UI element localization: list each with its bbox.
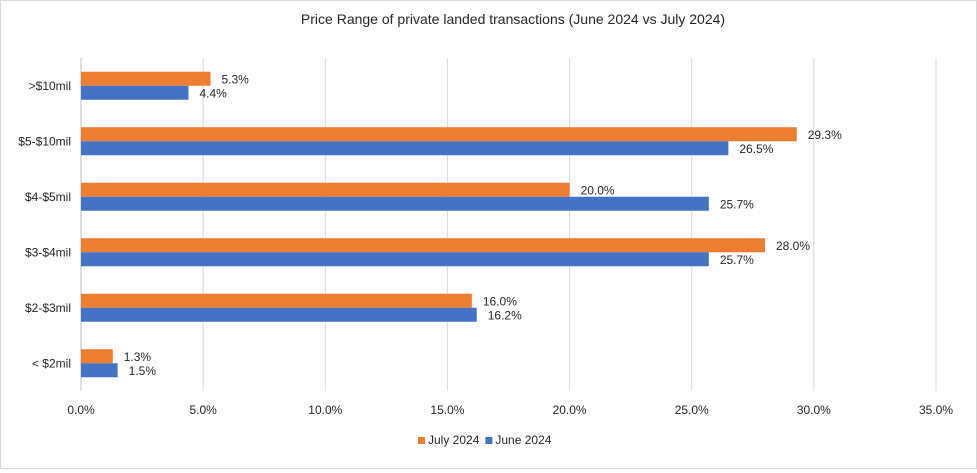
bar-july-2024: [81, 349, 113, 364]
data-label: 26.5%: [739, 142, 773, 156]
category-label: < $2mil: [32, 356, 71, 370]
axis: 0.0% 5.0% 10.0% 15.0% 20.0% 25.0% 30.0% 35.0% >$…: [18, 58, 953, 417]
data-label: 28.0%: [776, 239, 810, 253]
legend-swatch: [418, 437, 425, 444]
bar-june-2024: [81, 85, 189, 100]
x-tick-label: 20.0%: [553, 403, 587, 417]
category-label: >$10mil: [29, 79, 71, 93]
data-label: 1.3%: [124, 350, 152, 364]
x-tick-label: 35.0%: [919, 403, 953, 417]
data-label: 5.3%: [221, 72, 249, 86]
data-labels: 5.3%4.4% 29.3% 26.5% 20.0% 25.7% 28.0% 25.7% 16…: [124, 72, 842, 378]
x-tick-label: 5.0%: [189, 403, 217, 417]
data-label: 16.0%: [483, 294, 517, 308]
bar-june-2024: [81, 252, 709, 267]
bar-june-2024: [81, 307, 477, 322]
legend-label: June 2024: [495, 433, 551, 447]
data-label: 20.0%: [581, 183, 615, 197]
legend-label: July 2024: [428, 433, 480, 447]
data-label: 25.7%: [720, 253, 754, 267]
x-tick-label: 15.0%: [430, 403, 464, 417]
category-label: $4-$5mil: [25, 190, 71, 204]
bar-july-2024: [81, 71, 211, 86]
data-label: 4.4%: [199, 86, 227, 100]
bar-july-2024: [81, 238, 765, 253]
bar-june-2024: [81, 363, 118, 378]
bar-july-2024: [81, 127, 797, 142]
category-label: $3-$4mil: [25, 245, 71, 259]
data-label: 25.7%: [720, 197, 754, 211]
category-label: $5-$10mil: [18, 134, 71, 148]
bar-july-2024: [81, 293, 472, 308]
data-label: 1.5%: [129, 364, 157, 378]
chart-title: Price Range of private landed transactio…: [301, 11, 725, 27]
bar-june-2024: [81, 196, 709, 211]
category-label: $2-$3mil: [25, 301, 71, 315]
x-tick-label: 30.0%: [797, 403, 831, 417]
x-tick-label: 10.0%: [308, 403, 342, 417]
gridlines: [202, 58, 937, 391]
data-label: 29.3%: [808, 128, 842, 142]
bar-june-2024: [81, 141, 729, 156]
x-tick-label: 25.0%: [675, 403, 709, 417]
bar-july-2024: [81, 182, 570, 197]
bars: [81, 71, 797, 378]
x-tick-label: 0.0%: [67, 403, 95, 417]
legend: July 2024 June 2024: [418, 433, 552, 447]
data-label: 16.2%: [488, 308, 522, 322]
legend-swatch: [485, 437, 493, 444]
